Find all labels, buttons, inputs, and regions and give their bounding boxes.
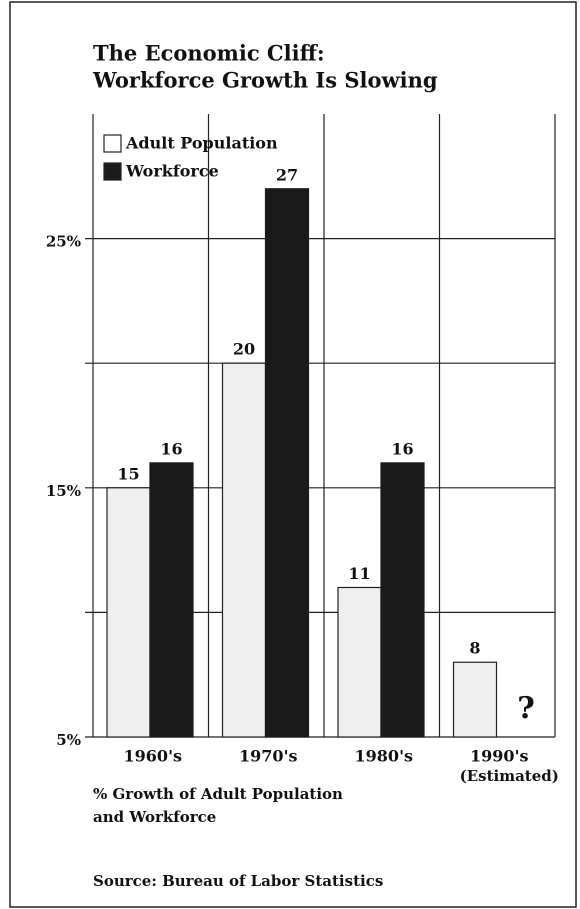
- bar: [380, 462, 425, 738]
- value-label: 20: [233, 340, 255, 359]
- value-label: 16: [160, 439, 182, 458]
- legend-swatch: [103, 162, 122, 181]
- value-label: 27: [276, 165, 298, 184]
- value-label: 8: [469, 639, 480, 658]
- axis-label: and Workforce: [93, 808, 216, 826]
- bar: [264, 188, 310, 738]
- annotation: ?: [517, 691, 535, 726]
- frame: [9, 1, 577, 908]
- y-tick-label: 5%: [56, 731, 81, 749]
- x-tick-label: 1990's: [470, 747, 528, 766]
- legend-swatch: [103, 134, 122, 153]
- chart-title: Workforce Growth Is Slowing: [92, 68, 438, 93]
- x-tick-label: 1970's: [239, 747, 297, 766]
- chart-title: The Economic Cliff:: [93, 41, 325, 66]
- y-tick-label: 15%: [46, 482, 81, 500]
- x-tick-label: 1960's: [124, 747, 182, 766]
- y-tick-label: 25%: [46, 233, 81, 251]
- value-label: 15: [117, 464, 139, 483]
- bar: [452, 661, 498, 738]
- bar: [149, 462, 194, 738]
- value-label: 11: [348, 564, 370, 583]
- legend-label: Adult Population: [125, 134, 278, 153]
- x-note: (Estimated): [460, 767, 559, 785]
- bar: [106, 487, 151, 738]
- x-tick-label: 1980's: [355, 747, 413, 766]
- bar: [221, 362, 267, 738]
- value-label: 16: [391, 439, 413, 458]
- axis-label: % Growth of Adult Population: [93, 785, 343, 803]
- bar: [337, 586, 382, 738]
- legend-label: Workforce: [125, 162, 219, 181]
- source: Source: Bureau of Labor Statistics: [93, 872, 383, 890]
